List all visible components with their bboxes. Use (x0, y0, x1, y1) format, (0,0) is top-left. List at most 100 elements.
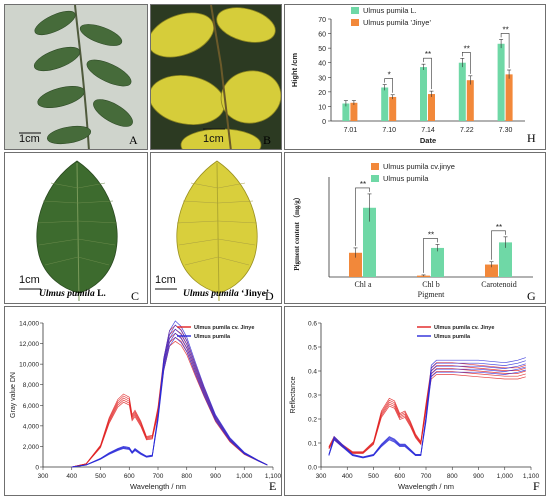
reflectance-line-chart: 300 400 500 600 700 800 900 1,000 1,100 0.0 0.1 0.2… (290, 321, 540, 492)
series-line-0 (328, 371, 526, 454)
bar-1 (505, 74, 513, 121)
significance-label: ** (502, 25, 508, 34)
caption-c: Ulmus pumila L. (39, 289, 106, 299)
series-line-1 (328, 357, 526, 458)
x-tick-label: 600 (394, 473, 405, 480)
scale-label-b: 1cm (203, 133, 224, 145)
y-tick-label: 10,000 (19, 362, 39, 369)
yellow-leaf-illustration (155, 160, 258, 302)
legend-label: Ulmus pumila cv. Jinye (434, 325, 494, 331)
y-tick-label: 0.2 (308, 417, 317, 424)
y-tick-label: 30 (318, 75, 326, 82)
x-tick-label: 700 (153, 473, 164, 480)
x-tick-label: 1,000 (236, 473, 253, 480)
caption-d-suffix: ‘Jinye’ (238, 289, 270, 299)
bar-1 (499, 242, 512, 277)
x-tick-label: 7.22 (460, 127, 474, 134)
y-tick-label: 60 (318, 32, 326, 39)
y-tick-label: 50 (318, 46, 326, 53)
y-axis-label: Hight /cm (290, 53, 299, 87)
bar-1 (363, 207, 376, 277)
x-tick-label: 7.10 (382, 127, 396, 134)
panel-a-photo: 1cm A (4, 4, 148, 150)
legend-swatch (351, 19, 359, 26)
bar-0 (381, 87, 389, 121)
bar-1 (350, 102, 358, 121)
significance-bracket (500, 33, 510, 68)
y-tick-label: 40 (318, 61, 326, 68)
bar-0 (458, 62, 466, 121)
significance-label: ** (496, 223, 502, 232)
scale-label-d: 1cm (155, 274, 176, 286)
y-tick-label: 70 (318, 17, 326, 24)
x-tick-label: 900 (473, 473, 484, 480)
significance-label: ** (464, 44, 470, 53)
x-tick-label: 800 (447, 473, 458, 480)
caption-c-suffix: L. (94, 289, 106, 299)
yellow-leaves-illustration (151, 5, 281, 149)
x-tick-label: 400 (66, 473, 77, 480)
legend-swatch (371, 175, 379, 182)
panel-g-pigment-chart: Chl a ** Chl b ** Carotenoid ** Pigment conten… (284, 152, 546, 304)
bar-1 (431, 247, 444, 277)
y-tick-label: 8,000 (23, 382, 40, 389)
bar-0 (497, 43, 505, 122)
y-tick-label: 6,000 (23, 403, 40, 410)
y-tick-label: 12,000 (19, 341, 39, 348)
significance-label: ** (425, 50, 431, 59)
green-leaf-illustration (19, 160, 118, 302)
x-tick-label: 300 (38, 473, 49, 480)
scale-label-c: 1cm (19, 274, 40, 286)
series-line-1 (71, 320, 268, 468)
x-tick-label: Carotenoid (481, 280, 517, 289)
x-tick-label: 7.14 (421, 127, 435, 134)
legend-label: Ulmus pumila (194, 334, 231, 340)
x-tick-label: 400 (342, 473, 353, 480)
bar-0 (485, 264, 498, 277)
x-axis-label: Pigment (418, 290, 445, 299)
caption-d: Ulmus pumila ‘Jinye’ (183, 289, 269, 299)
panel-f-reflectance-chart: 300 400 500 600 700 800 900 1,000 1,100 0.0 0.1 0.2… (284, 306, 546, 496)
y-tick-label: 4,000 (23, 423, 40, 430)
bar-0 (420, 67, 427, 121)
y-tick-label: 0 (322, 119, 326, 126)
x-tick-label: Chl a (354, 280, 372, 289)
x-axis-label: Date (420, 136, 436, 145)
x-tick-label: 600 (124, 473, 135, 480)
series-line-0 (328, 368, 526, 453)
y-axis-label: Gray value DN (10, 372, 17, 418)
panel-letter-e: E (269, 479, 277, 493)
panel-letter-h: H (527, 131, 536, 145)
bar-1 (428, 94, 435, 121)
bar-0 (349, 252, 362, 277)
legend-swatch (371, 163, 379, 170)
legend-label: Ulmus pumila cv.jinye (383, 162, 455, 171)
significance-label: * (388, 71, 391, 80)
legend-label: Ulmus pumila cv. Jinye (194, 325, 254, 331)
caption-c-species: Ulmus pumila (39, 289, 95, 299)
y-tick-label: 14,000 (19, 321, 39, 328)
y-tick-label: 0.4 (308, 369, 317, 376)
legend-label: Ulmus pumila (383, 174, 429, 183)
significance-bracket (384, 78, 393, 93)
branch-illustration (5, 5, 147, 149)
bar-0 (342, 103, 350, 121)
x-axis-label: Wavelength / nm (398, 482, 454, 491)
caption-d-species: Ulmus pumila (183, 289, 239, 299)
y-tick-label: 0.3 (308, 393, 317, 400)
series-line-0 (328, 365, 526, 453)
x-axis-label: Wavelength / nm (130, 482, 186, 491)
panel-letter-f: F (533, 479, 540, 493)
y-tick-label: 0.5 (308, 345, 317, 352)
x-tick-label: 300 (316, 473, 327, 480)
series-line-0 (328, 374, 526, 454)
panel-d-yellow-leaf: 1cm Ulmus pumila ‘Jinye’ D (150, 152, 282, 304)
panel-letter-c: C (131, 289, 140, 303)
x-tick-label: 800 (181, 473, 192, 480)
significance-bracket (423, 57, 432, 90)
y-tick-label: 20 (318, 90, 326, 97)
significance-bracket (355, 187, 370, 246)
bar-1 (466, 80, 474, 121)
x-tick-label: 500 (368, 473, 379, 480)
series-line-1 (328, 369, 526, 459)
